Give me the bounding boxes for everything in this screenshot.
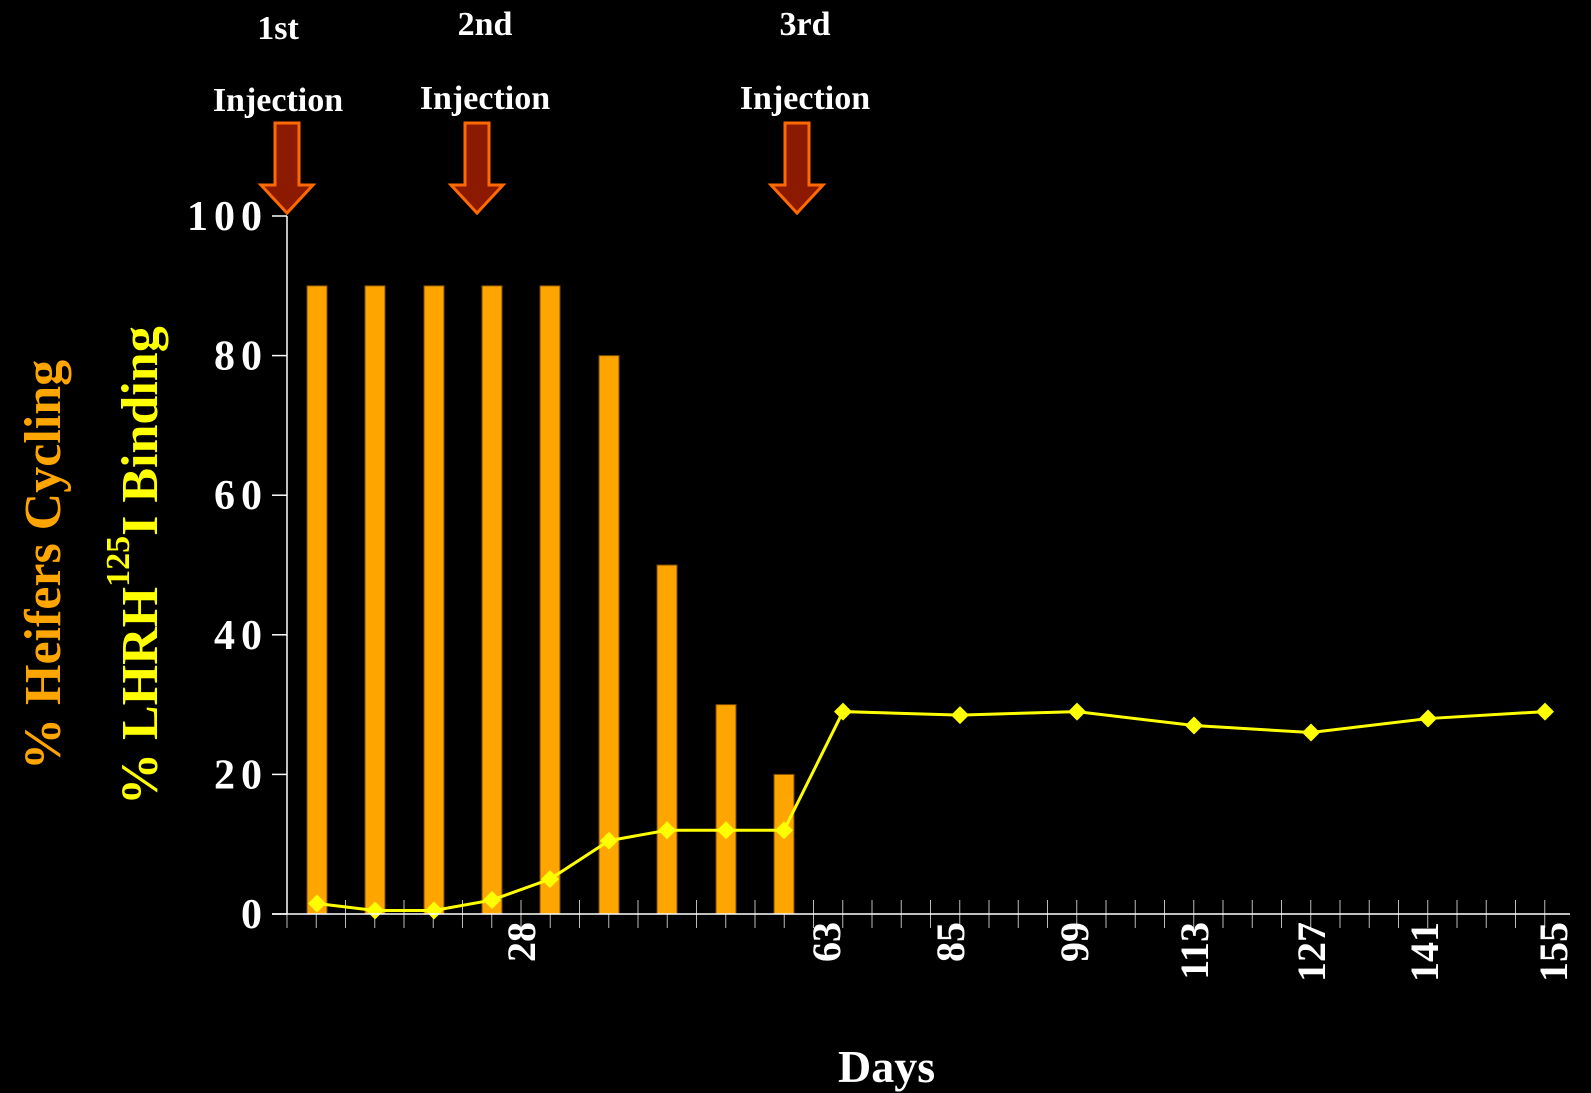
x-tick-labels: 28 63 85 99 113 127 141 155 <box>499 922 1576 982</box>
injection-3-ordinal: 3rd <box>779 6 831 43</box>
line-marker <box>1419 709 1437 728</box>
x-tick-label: 127 <box>1289 922 1334 982</box>
x-tick-label: 63 <box>804 922 849 962</box>
y-axis-label-lhrh-suffix: I Binding <box>112 326 169 536</box>
y-axis-label-lhrh-main: % LHRH <box>112 586 169 805</box>
y-tick-label: 60 <box>214 473 268 519</box>
bar <box>539 285 561 915</box>
line-marker <box>951 706 969 725</box>
injection-label-1: 1st Injection <box>168 12 388 118</box>
bar <box>423 285 445 915</box>
bar <box>364 285 386 915</box>
x-tick-label: 99 <box>1052 922 1097 962</box>
line-marker <box>1536 702 1554 721</box>
injection-2-ordinal: 2nd <box>457 6 513 43</box>
bar <box>773 773 795 915</box>
line-marker <box>1185 716 1203 735</box>
line-marker <box>1068 702 1086 721</box>
line-marker <box>308 894 326 913</box>
y-axis-label-heifers-text: % Heifers Cycling <box>15 359 72 770</box>
injection-arrows <box>257 121 827 216</box>
line-marker <box>1302 723 1320 742</box>
bars-series <box>306 285 795 915</box>
x-tick-label: 155 <box>1531 922 1576 982</box>
line-marker <box>425 901 443 920</box>
injection-label-3: 3rd Injection <box>695 8 915 116</box>
y-tick-label: 100 <box>187 194 268 240</box>
x-tick-label: 85 <box>928 922 973 962</box>
injection-1-ordinal: 1st <box>257 10 299 47</box>
axes <box>272 215 1570 915</box>
injection-label-2: 2nd Injection <box>375 8 595 116</box>
line-marker <box>600 831 618 850</box>
line-marker <box>541 870 559 889</box>
injection-2-text: Injection <box>419 80 551 117</box>
y-tick-label: 80 <box>214 334 268 380</box>
bar <box>598 355 620 915</box>
y-axis-label-heifers: % Heifers Cycling <box>14 360 73 770</box>
bar <box>481 285 503 915</box>
bar <box>656 564 678 915</box>
line-marker <box>658 821 676 840</box>
y-tick-label: 40 <box>214 613 268 659</box>
x-tick-label: 113 <box>1172 922 1217 980</box>
line-series <box>308 702 1554 920</box>
y-axis-label-lhrh: % LHRH125I Binding <box>100 326 170 805</box>
y-axis-label-lhrh-superscript: 125 <box>100 535 137 587</box>
x-axis-title: Days <box>838 1041 936 1092</box>
y-tick-label: 0 <box>241 892 268 938</box>
y-tick-label: 20 <box>214 752 268 798</box>
injection-arrow-icon <box>767 121 827 216</box>
injection-arrow-icon <box>257 121 317 216</box>
line-marker <box>775 821 793 840</box>
injection-1-text: Injection <box>212 82 344 119</box>
line-marker <box>834 702 852 721</box>
bar <box>715 704 737 915</box>
line-marker <box>483 891 501 910</box>
y-tick-labels: 0 20 40 60 80 100 <box>187 194 268 938</box>
line-marker <box>717 821 735 840</box>
line-path <box>316 710 1546 913</box>
injection-arrow-icon <box>447 121 507 216</box>
line-marker <box>366 901 384 920</box>
bar <box>306 285 328 915</box>
x-tick-label: 141 <box>1402 922 1447 982</box>
x-tick-label: 28 <box>499 922 544 962</box>
injection-3-text: Injection <box>739 80 871 117</box>
